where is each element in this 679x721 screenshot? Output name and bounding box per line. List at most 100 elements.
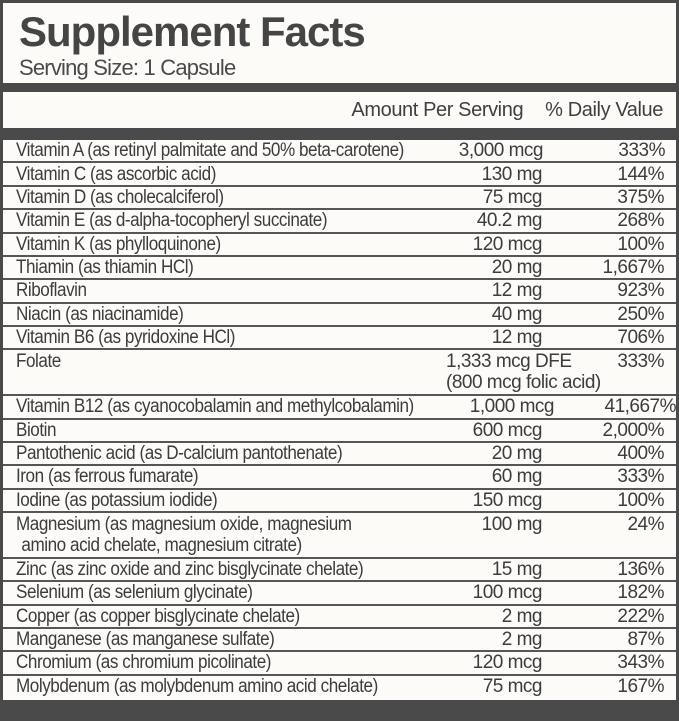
column-header-row: Amount Per Serving % Daily Value xyxy=(3,92,676,128)
page-title: Supplement Facts xyxy=(19,8,366,55)
table-row: Manganese (as manganese sulfate) 2 mg 87… xyxy=(3,626,676,651)
nutrient-name: Vitamin B12 (as cyanocobalamin and methy… xyxy=(16,396,414,418)
table-row: Vitamin D (as cholecalciferol) 75 mcg 37… xyxy=(3,184,676,208)
nutrient-name: Thiamin (as thiamin HCl) xyxy=(16,257,194,279)
table-row: Chromium (as chromium picolinate) 120 mc… xyxy=(3,650,676,673)
nutrient-amount: 60 mg xyxy=(491,466,543,488)
table-row: Riboflavin 12 mg 923% xyxy=(3,278,676,301)
nutrient-amount: 100 mg xyxy=(481,514,543,535)
nutrient-daily-value: 1,667% xyxy=(602,257,665,279)
column-header-daily-value: % Daily Value xyxy=(545,98,663,121)
nutrient-name: Niacin (as niacinamide) xyxy=(16,303,184,325)
divider-bar-bottom xyxy=(3,700,676,718)
nutrient-name: Manganese (as manganese sulfate) xyxy=(16,629,275,651)
title-section: Supplement Facts Serving Size: 1 Capsule xyxy=(3,3,676,83)
nutrient-amount: 75 mcg xyxy=(482,186,543,208)
nutrient-name: Molybdenum (as molybdenum amino acid che… xyxy=(16,675,378,697)
nutrient-daily-value: 100% xyxy=(617,489,664,511)
nutrient-daily-value: 136% xyxy=(617,558,664,580)
table-row: Folate 1,333 mcg DFE (800 mcg folic acid)… xyxy=(3,348,676,394)
table-row: Vitamin K (as phylloquinone) 120 mcg 100… xyxy=(3,231,676,255)
nutrient-daily-value: 400% xyxy=(617,443,664,465)
nutrient-amount: 120 mcg xyxy=(472,233,543,255)
nutrient-daily-value: 268% xyxy=(617,210,664,232)
table-row: Vitamin A (as retinyl palmitate and 50% … xyxy=(3,140,676,161)
table-row: Biotin 600 mcg 2,000% xyxy=(3,417,676,441)
nutrient-daily-value: 250% xyxy=(617,303,664,325)
nutrient-name: Iodine (as potassium iodide) xyxy=(16,489,218,511)
nutrient-amount: 120 mcg xyxy=(472,652,543,674)
table-row: Magnesium (as magnesium oxide, magnesium… xyxy=(3,511,676,557)
table-row: Vitamin B12 (as cyanocobalamin and methy… xyxy=(3,394,677,418)
nutrient-daily-value: 87% xyxy=(627,629,664,651)
serving-size-text: Serving Size: 1 Capsule xyxy=(19,55,236,81)
nutrient-table: Vitamin A (as retinyl palmitate and 50% … xyxy=(3,140,677,697)
nutrient-amount: 150 mcg xyxy=(472,489,543,511)
nutrient-name: Vitamin D (as cholecalciferol) xyxy=(16,186,224,208)
nutrient-daily-value: 923% xyxy=(617,280,664,302)
nutrient-daily-value: 706% xyxy=(617,327,664,349)
nutrient-amount: 75 mcg xyxy=(482,675,543,697)
nutrient-amount: 15 mg xyxy=(491,558,543,580)
nutrient-daily-value: 333% xyxy=(618,140,666,162)
divider-bar-top xyxy=(3,83,676,92)
table-row: Vitamin B6 (as pyridoxine HCl) 12 mg 706… xyxy=(3,325,676,348)
table-row: Zinc (as zinc oxide and zinc bisglycinat… xyxy=(3,556,676,580)
nutrient-daily-value: 167% xyxy=(617,675,664,697)
table-row: Pantothenic acid (as D-calcium pantothen… xyxy=(3,440,676,465)
nutrient-name: Vitamin B6 (as pyridoxine HCl) xyxy=(16,327,236,349)
bottom-gap xyxy=(3,697,676,700)
nutrient-daily-value: 24% xyxy=(627,514,664,535)
nutrient-amount: 3,000 mcg xyxy=(458,140,544,162)
nutrient-daily-value: 182% xyxy=(617,582,664,604)
nutrient-amount: 20 mg xyxy=(491,257,543,279)
nutrient-name: Vitamin E (as d-alpha-tocopheryl succina… xyxy=(16,210,328,232)
table-row: Iodine (as potassium iodide) 150 mcg 100… xyxy=(3,487,676,511)
nutrient-amount: 600 mcg xyxy=(472,419,543,441)
nutrient-daily-value: 343% xyxy=(617,652,664,674)
nutrient-amount: 1,333 mcg DFE (800 mcg folic acid) xyxy=(446,351,601,394)
nutrient-name: Biotin xyxy=(16,419,57,441)
nutrient-name: Vitamin K (as phylloquinone) xyxy=(16,233,221,255)
nutrient-name: Vitamin C (as ascorbic acid) xyxy=(16,163,216,185)
nutrient-amount: 20 mg xyxy=(491,443,543,465)
nutrient-name: Selenium (as selenium glycinate) xyxy=(16,582,253,604)
nutrient-amount: 40 mg xyxy=(491,303,543,325)
table-row: Selenium (as selenium glycinate) 100 mcg… xyxy=(3,580,676,603)
table-row: Thiamin (as thiamin HCl) 20 mg 1,667% xyxy=(3,254,676,279)
table-row: Vitamin C (as ascorbic acid) 130 mg 144% xyxy=(3,161,676,185)
nutrient-amount: 2 mg xyxy=(501,605,543,627)
nutrient-name: Pantothenic acid (as D-calcium pantothen… xyxy=(16,443,343,465)
column-header-amount: Amount Per Serving xyxy=(351,98,524,121)
table-row: Iron (as ferrous fumarate) 60 mg 333% xyxy=(3,464,676,487)
nutrient-name: Zinc (as zinc oxide and zinc bisglycinat… xyxy=(16,558,364,580)
nutrient-amount: 12 mg xyxy=(491,280,543,302)
nutrient-amount: 130 mg xyxy=(481,163,543,185)
table-row: Vitamin E (as d-alpha-tocopheryl succina… xyxy=(3,208,676,231)
nutrient-amount: 2 mg xyxy=(501,629,543,651)
nutrient-daily-value: 333% xyxy=(617,466,664,488)
nutrient-daily-value: 222% xyxy=(617,605,664,627)
nutrient-amount: 100 mcg xyxy=(472,582,543,604)
nutrient-daily-value: 100% xyxy=(617,233,664,255)
nutrient-amount: 40.2 mg xyxy=(476,210,543,232)
nutrient-name: Folate xyxy=(16,351,61,373)
nutrient-daily-value: 375% xyxy=(617,186,664,208)
nutrient-name: Vitamin A (as retinyl palmitate and 50% … xyxy=(16,140,404,162)
nutrient-amount: 1,000 mcg xyxy=(469,396,555,418)
nutrient-daily-value: 333% xyxy=(617,351,664,373)
table-row: Niacin (as niacinamide) 40 mg 250% xyxy=(3,301,676,325)
nutrient-name: Iron (as ferrous fumarate) xyxy=(16,466,199,488)
nutrient-name: Chromium (as chromium picolinate) xyxy=(16,652,272,674)
nutrient-name: Copper (as copper bisglycinate chelate) xyxy=(16,605,300,627)
table-row: Copper (as copper bisglycinate chelate) … xyxy=(3,603,676,627)
nutrient-name: Riboflavin xyxy=(16,280,87,302)
nutrient-daily-value: 144% xyxy=(617,163,664,185)
nutrient-daily-value: 2,000% xyxy=(602,419,665,441)
divider-bar-header xyxy=(3,128,676,140)
nutrient-daily-value: 41,667% xyxy=(604,396,677,418)
nutrient-name: Magnesium (as magnesium oxide, magnesium… xyxy=(16,514,352,556)
table-row: Molybdenum (as molybdenum amino acid che… xyxy=(3,673,676,697)
nutrient-amount: 12 mg xyxy=(491,327,543,349)
